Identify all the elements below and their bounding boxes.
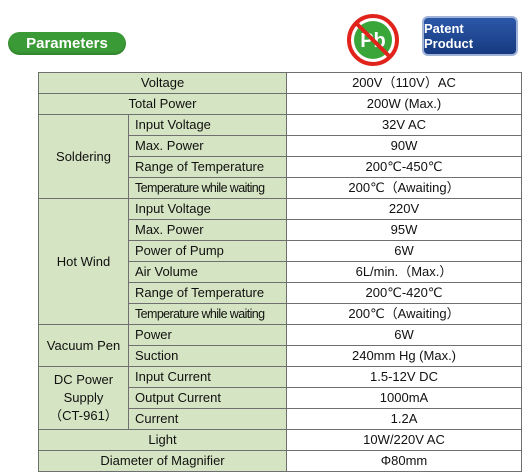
soldering-input-voltage-label: Input Voltage	[128, 114, 287, 136]
parameters-table: Voltage 200V（110V）AC Total Power 200W (M…	[38, 72, 522, 472]
hot-wind-air-volume-label: Air Volume	[128, 261, 287, 283]
magnifier-diameter-label: Diameter of Magnifier	[38, 450, 287, 472]
table-row: Diameter of Magnifier Φ80mm	[38, 450, 522, 472]
hot-wind-input-voltage-value: 220V	[286, 198, 522, 220]
table-row: Total Power 200W (Max.)	[38, 93, 522, 115]
parameters-section-label: Parameters	[8, 32, 126, 55]
table-row: Range of Temperature 200℃-420℃	[39, 282, 522, 304]
dc-input-current-value: 1.5-12V DC	[286, 366, 522, 388]
hot-wind-temp-range-label: Range of Temperature	[128, 282, 287, 304]
voltage-value: 200V（110V）AC	[286, 72, 522, 94]
table-row: Voltage 200V（110V）AC	[38, 72, 522, 94]
soldering-group-label: Soldering	[38, 114, 129, 199]
voltage-label: Voltage	[38, 72, 287, 94]
table-row: Vacuum Pen Power 6W	[38, 324, 522, 367]
dc-power-supply-group-label: DC Power Supply （CT-961）	[38, 366, 129, 430]
table-row: Temperature while waiting 200℃（Awaiting）	[39, 303, 522, 325]
dc-output-current-value: 1000mA	[286, 387, 522, 409]
soldering-max-power-label: Max. Power	[128, 135, 287, 157]
soldering-temp-range-value: 200℃-450℃	[286, 156, 522, 178]
total-power-label: Total Power	[38, 93, 287, 115]
vacuum-pen-power-label: Power	[128, 324, 287, 346]
dc-power-line3: （CT-961）	[49, 408, 118, 423]
dc-output-current-label: Output Current	[128, 387, 287, 409]
vacuum-pen-suction-label: Suction	[128, 345, 287, 367]
dc-input-current-label: Input Current	[128, 366, 287, 388]
table-row: Max. Power 90W	[39, 135, 522, 157]
soldering-temp-waiting-label: Temperature while waiting	[128, 177, 287, 199]
total-power-value: 200W (Max.)	[286, 93, 522, 115]
soldering-temp-waiting-value: 200℃（Awaiting）	[286, 177, 522, 199]
dc-power-line1: DC Power	[53, 372, 114, 387]
hot-wind-pump-power-value: 6W	[286, 240, 522, 262]
table-row: Air Volume 6L/min.（Max.）	[39, 261, 522, 283]
header: Parameters Pb Patent Product	[0, 0, 531, 72]
table-row: Max. Power 95W	[39, 219, 522, 241]
soldering-temp-range-label: Range of Temperature	[128, 156, 287, 178]
table-row: DC Power Supply （CT-961） Input Current 1…	[38, 366, 522, 430]
light-value: 10W/220V AC	[286, 429, 522, 451]
light-label: Light	[38, 429, 287, 451]
table-row: Suction 240mm Hg (Max.)	[39, 345, 522, 367]
hot-wind-group-label: Hot Wind	[38, 198, 129, 325]
lead-free-pb-icon: Pb	[347, 14, 399, 66]
dc-current-label: Current	[128, 408, 287, 430]
dc-power-line2: Supply	[63, 390, 104, 405]
table-row: Light 10W/220V AC	[38, 429, 522, 451]
hot-wind-temp-range-value: 200℃-420℃	[286, 282, 522, 304]
hot-wind-air-volume-value: 6L/min.（Max.）	[286, 261, 522, 283]
soldering-max-power-value: 90W	[286, 135, 522, 157]
hot-wind-temp-waiting-value: 200℃（Awaiting）	[286, 303, 522, 325]
soldering-input-voltage-value: 32V AC	[286, 114, 522, 136]
table-row: Output Current 1000mA	[39, 387, 522, 409]
table-row: Power of Pump 6W	[39, 240, 522, 262]
vacuum-pen-group-label: Vacuum Pen	[38, 324, 129, 367]
hot-wind-input-voltage-label: Input Voltage	[128, 198, 287, 220]
table-row: Hot Wind Input Voltage 220V	[38, 198, 522, 325]
patent-product-badge: Patent Product	[422, 16, 518, 56]
vacuum-pen-power-value: 6W	[286, 324, 522, 346]
hot-wind-pump-power-label: Power of Pump	[128, 240, 287, 262]
hot-wind-max-power-value: 95W	[286, 219, 522, 241]
hot-wind-max-power-label: Max. Power	[128, 219, 287, 241]
table-row: Current 1.2A	[39, 408, 522, 430]
magnifier-diameter-value: Φ80mm	[286, 450, 522, 472]
table-row: Soldering Input Voltage 32V AC	[38, 114, 522, 199]
vacuum-pen-suction-value: 240mm Hg (Max.)	[286, 345, 522, 367]
dc-current-value: 1.2A	[286, 408, 522, 430]
hot-wind-temp-waiting-label: Temperature while waiting	[128, 303, 287, 325]
table-row: Temperature while waiting 200℃（Awaiting）	[39, 177, 522, 199]
